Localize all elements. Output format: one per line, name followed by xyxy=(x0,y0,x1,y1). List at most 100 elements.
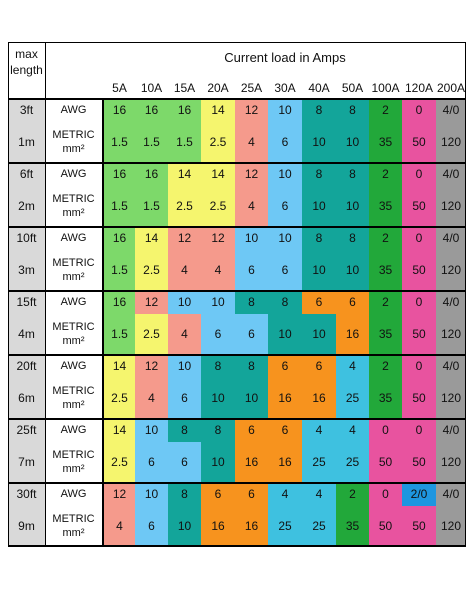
cell: 16 xyxy=(135,98,168,122)
type-label: mm² xyxy=(62,142,85,155)
rule xyxy=(8,290,466,292)
cell: 50 xyxy=(369,442,402,482)
cell: 4/0 xyxy=(436,418,466,442)
cell: 10 xyxy=(201,290,235,314)
rule xyxy=(8,42,9,546)
cell: 16 xyxy=(168,98,201,122)
cell: 10 xyxy=(302,122,336,162)
cell: 4/0 xyxy=(436,482,466,506)
cell: 4/0 xyxy=(436,354,466,378)
cell: 1.5 xyxy=(135,186,168,226)
type-label: METRIC xyxy=(52,128,95,141)
cell: 2.5 xyxy=(104,378,135,418)
cell: 10 xyxy=(135,482,168,506)
cell: 6 xyxy=(268,418,302,442)
cell: 1.5 xyxy=(104,186,135,226)
cell: 14 xyxy=(168,162,201,186)
cell: 12 xyxy=(135,354,168,378)
cell: 2.5 xyxy=(168,186,201,226)
cell: 10 xyxy=(235,378,268,418)
cell: 16 xyxy=(201,506,235,546)
cell: 0 xyxy=(402,226,436,250)
cell: 25 xyxy=(336,442,369,482)
cell: 4 xyxy=(235,122,268,162)
cell: 6 xyxy=(235,482,268,506)
cell: 2.5 xyxy=(104,442,135,482)
cell: 8 xyxy=(336,98,369,122)
column-label: 15A xyxy=(173,80,196,95)
length-cell: 15ft xyxy=(8,290,45,314)
cell: 6 xyxy=(168,442,201,482)
cell: 4 xyxy=(336,354,369,378)
cell: 1.5 xyxy=(168,122,201,162)
length-cell: 2m xyxy=(8,186,45,226)
cell: 0 xyxy=(402,354,436,378)
column-label: 120A xyxy=(404,80,434,95)
type-label: mm² xyxy=(62,334,85,347)
cell: 4 xyxy=(104,506,135,546)
rule xyxy=(8,482,466,484)
cell: 35 xyxy=(369,250,402,290)
cell: 10 xyxy=(168,290,201,314)
cell: 50 xyxy=(402,314,436,354)
cell: 4 xyxy=(302,482,336,506)
cell: 10 xyxy=(168,354,201,378)
cell: 4 xyxy=(168,250,201,290)
cell: 10 xyxy=(302,250,336,290)
cell: 12 xyxy=(135,290,168,314)
cell: 8 xyxy=(168,482,201,506)
cell: 8 xyxy=(235,290,268,314)
cell: 120 xyxy=(436,186,466,226)
cell: 4 xyxy=(268,482,302,506)
rule xyxy=(8,354,466,356)
rule xyxy=(8,98,466,100)
cell: 6 xyxy=(302,290,336,314)
cell: 120 xyxy=(436,442,466,482)
cell: 10 xyxy=(135,418,168,442)
cell: 4/0 xyxy=(436,290,466,314)
type-label: AWG xyxy=(60,423,87,436)
cell: 16 xyxy=(104,98,135,122)
column-label: 30A xyxy=(274,80,296,95)
rule xyxy=(465,42,466,546)
cell: 10 xyxy=(302,314,336,354)
type-label: AWG xyxy=(60,359,87,372)
length-cell: 6ft xyxy=(8,162,45,186)
cell: 6 xyxy=(302,354,336,378)
cell: 4 xyxy=(168,314,201,354)
cell: 10 xyxy=(235,226,268,250)
cell: 50 xyxy=(402,378,436,418)
column-label: 100A xyxy=(371,80,400,95)
cell: 2.5 xyxy=(135,314,168,354)
cell: 8 xyxy=(302,162,336,186)
cell: 35 xyxy=(369,122,402,162)
cell: 6 xyxy=(235,418,268,442)
cell: 14 xyxy=(135,226,168,250)
cell: 0 xyxy=(369,418,402,442)
header-title: Current load in Amps xyxy=(224,49,346,65)
cell: 120 xyxy=(436,122,466,162)
cell: 14 xyxy=(201,162,235,186)
cell: 10 xyxy=(168,506,201,546)
cell: 16 xyxy=(135,162,168,186)
cell: 10 xyxy=(268,314,302,354)
cell: 16 xyxy=(268,378,302,418)
cell: 2 xyxy=(369,354,402,378)
cell: 6 xyxy=(268,122,302,162)
cell: 12 xyxy=(168,226,201,250)
cell: 16 xyxy=(235,506,268,546)
cell: 4/0 xyxy=(436,226,466,250)
cell: 2 xyxy=(369,162,402,186)
cell: 0 xyxy=(402,290,436,314)
cell: 10 xyxy=(201,378,235,418)
cell: 16 xyxy=(104,290,135,314)
cell: 8 xyxy=(302,98,336,122)
cell: 8 xyxy=(268,290,302,314)
cell: 8 xyxy=(336,226,369,250)
cell: 10 xyxy=(268,162,302,186)
type-label: AWG xyxy=(60,167,87,180)
type-label: mm² xyxy=(62,398,85,411)
rule xyxy=(45,42,46,546)
cell: 16 xyxy=(268,442,302,482)
cell: 6 xyxy=(235,314,268,354)
